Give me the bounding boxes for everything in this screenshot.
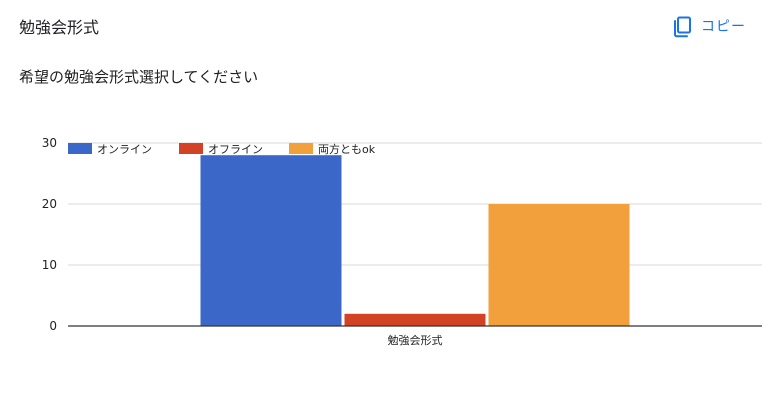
y-tick-label: 30 [42,136,57,150]
bar [488,204,630,326]
legend-label: 両方ともok [318,142,376,156]
legend-swatch [289,143,313,154]
question-title: 勉強会形式 [19,18,100,37]
x-tick-label: 勉強会形式 [388,333,443,347]
y-tick-label: 20 [42,197,57,211]
legend-label: オフライン [208,143,263,156]
legend-swatch [179,143,203,154]
copy-label: コピー [701,19,746,35]
question-text: 希望の勉強会形式選択してください [19,68,259,86]
y-tick-label: 10 [42,258,57,272]
legend-label: オンライン [97,143,152,156]
bar [200,155,342,326]
y-tick-label: 0 [49,319,57,333]
copy-icon [673,16,693,38]
bar [344,313,486,326]
legend-swatch [68,143,92,154]
copy-button[interactable]: コピー [673,13,746,41]
